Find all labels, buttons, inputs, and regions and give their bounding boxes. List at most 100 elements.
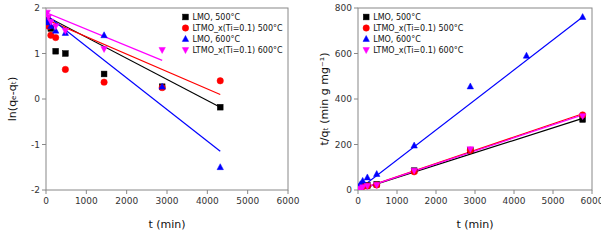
data-point	[411, 169, 417, 175]
data-point	[217, 78, 223, 84]
y-axis-label: ln(qₑ-qₜ)	[6, 77, 19, 121]
x-tick-label: 0	[43, 196, 49, 206]
data-point	[52, 24, 58, 30]
data-point	[359, 185, 365, 190]
y-tick-label: 800	[335, 3, 352, 13]
x-tick-label: 4000	[196, 196, 219, 206]
x-tick-label: 1000	[75, 196, 98, 206]
y-tick-label: 400	[335, 94, 352, 104]
chart-root: 0100020003000400050006000-2-1012t (min)l…	[0, 0, 601, 234]
data-point	[374, 182, 380, 188]
legend-label: LTMO_x(Ti=0.1) 600°C	[373, 46, 464, 55]
y-tick-label: 2	[34, 3, 40, 13]
panel: 0100020003000400050006000-2-1012t (min)l…	[6, 3, 300, 231]
legend-label: LMO, 500°C	[373, 13, 421, 22]
y-tick	[354, 190, 358, 191]
legend-symbol	[182, 35, 188, 41]
x-tick-label: 1000	[386, 196, 409, 206]
fit-line	[358, 114, 583, 190]
data-point	[374, 171, 380, 177]
legend-symbol	[363, 25, 369, 31]
x-tick	[247, 190, 248, 194]
y-tick	[42, 99, 46, 100]
data-point	[467, 147, 473, 153]
plot-frame	[358, 8, 592, 190]
data-point	[101, 32, 107, 38]
y-tick-label: 200	[335, 140, 352, 150]
data-point	[101, 71, 107, 77]
y-tick-label: 0	[346, 185, 352, 195]
x-tick	[592, 190, 593, 194]
data-point	[374, 183, 380, 189]
y-tick	[354, 99, 358, 100]
x-tick	[514, 190, 515, 194]
x-tick-label: 3000	[464, 196, 487, 206]
data-point	[53, 48, 59, 54]
points	[358, 14, 586, 190]
plot-frame	[46, 8, 288, 190]
fit-line	[46, 13, 162, 61]
legend-symbol	[182, 25, 188, 31]
x-tick	[167, 190, 168, 194]
data-point	[159, 47, 165, 53]
y-tick-label: -2	[31, 185, 40, 195]
x-tick	[46, 190, 47, 194]
x-tick	[436, 190, 437, 194]
y-tick-label: -1	[31, 140, 40, 150]
x-tick	[207, 190, 208, 194]
panel: 01000200030004000500060000200400600800t …	[318, 3, 601, 231]
data-point	[364, 184, 370, 190]
data-point	[411, 168, 417, 174]
legend-symbol	[182, 48, 188, 54]
legend-symbol	[363, 14, 369, 20]
x-axis-label: t (min)	[148, 218, 185, 231]
y-axis-label: t/qₜ (min g mg⁻¹)	[318, 53, 331, 146]
data-point	[52, 34, 58, 40]
data-point	[364, 174, 370, 180]
fit-lines	[46, 13, 220, 152]
legend-symbol	[183, 14, 189, 20]
x-tick-label: 3000	[156, 196, 179, 206]
fit-lines	[358, 17, 583, 190]
legend-label: LMO, 600°C	[373, 35, 421, 44]
x-tick	[397, 190, 398, 194]
data-point	[159, 83, 165, 89]
y-tick-label: 600	[335, 49, 352, 59]
x-tick-label: 6000	[581, 196, 601, 206]
data-point	[101, 79, 107, 85]
x-tick-label: 5000	[236, 196, 259, 206]
x-tick	[126, 190, 127, 194]
data-point	[467, 147, 473, 153]
y-tick	[42, 144, 46, 145]
legend-label: LTMO_x(Ti=0.1) 500°C	[373, 24, 464, 33]
x-tick	[358, 190, 359, 194]
x-tick	[475, 190, 476, 194]
data-point	[101, 47, 107, 53]
x-tick-label: 2000	[115, 196, 138, 206]
legend-label: LTMO_x(Ti=0.1) 600°C	[192, 46, 283, 55]
legend-label: LMO, 600°C	[192, 35, 240, 44]
legend-symbol	[363, 48, 369, 54]
data-point	[579, 114, 585, 120]
x-tick-label: 4000	[503, 196, 526, 206]
legend-label: LTMO_x(Ti=0.1) 500°C	[192, 24, 283, 33]
y-tick-label: 1	[34, 49, 40, 59]
data-point	[62, 66, 68, 72]
data-point	[467, 147, 473, 153]
x-tick	[288, 190, 289, 194]
y-tick	[42, 190, 46, 191]
y-tick-label: 0	[34, 94, 40, 104]
y-tick	[354, 8, 358, 9]
data-point	[62, 28, 68, 34]
x-axis-label: t (min)	[456, 218, 493, 231]
data-point	[159, 84, 165, 90]
y-tick	[354, 53, 358, 54]
y-tick	[42, 8, 46, 9]
x-tick	[553, 190, 554, 194]
data-point	[217, 104, 223, 110]
x-tick	[86, 190, 87, 194]
y-tick	[354, 144, 358, 145]
legend: LMO, 500°C LTMO_x(Ti=0.1) 500°C LMO, 600°C…	[363, 13, 464, 55]
data-point	[467, 83, 473, 89]
legend: LMO, 500°CLTMO_x(Ti=0.1) 500°CLMO, 600°C…	[182, 13, 283, 55]
